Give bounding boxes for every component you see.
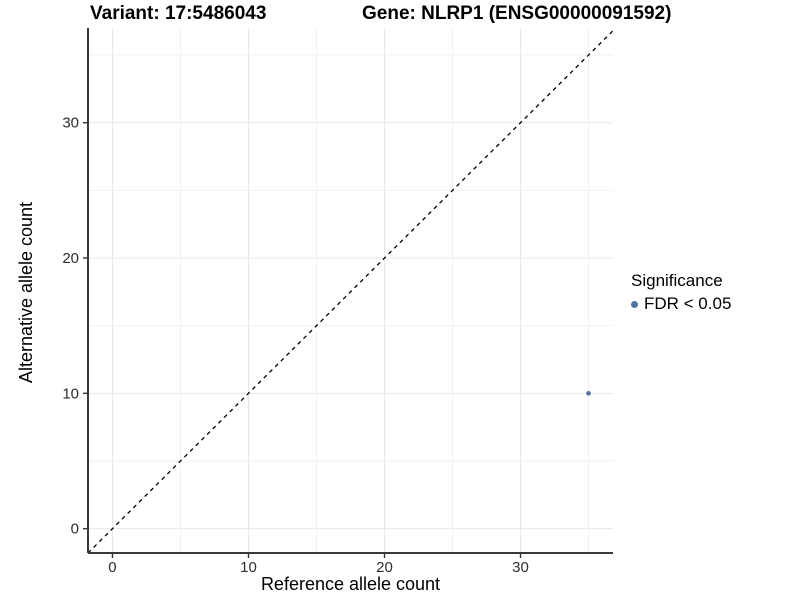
x-tick-label: 20: [376, 559, 393, 576]
y-axis-title: Alternative allele count: [16, 201, 36, 384]
legend-item-label: FDR < 0.05: [644, 294, 732, 313]
x-tick-label: 30: [512, 559, 529, 576]
data-point: [586, 391, 591, 396]
y-tick-label: 0: [71, 521, 79, 538]
x-tick-label: 0: [108, 559, 116, 576]
y-tick-label: 20: [62, 250, 79, 267]
legend-item-fdr: FDR < 0.05: [631, 294, 731, 314]
x-axis-title: Reference allele count: [260, 574, 441, 594]
legend: Significance FDR < 0.05: [631, 271, 731, 314]
legend-title: Significance: [631, 271, 723, 290]
x-tick-label: 10: [240, 559, 257, 576]
plot-title-variant: Variant: 17:5486043: [90, 3, 267, 24]
y-tick-label: 30: [62, 115, 79, 132]
identity-line: [87, 30, 614, 554]
plot-title-gene: Gene: NLRP1 (ENSG00000091592): [362, 3, 672, 24]
legend-point-icon: [631, 300, 638, 308]
y-tick-label: 10: [62, 385, 79, 402]
